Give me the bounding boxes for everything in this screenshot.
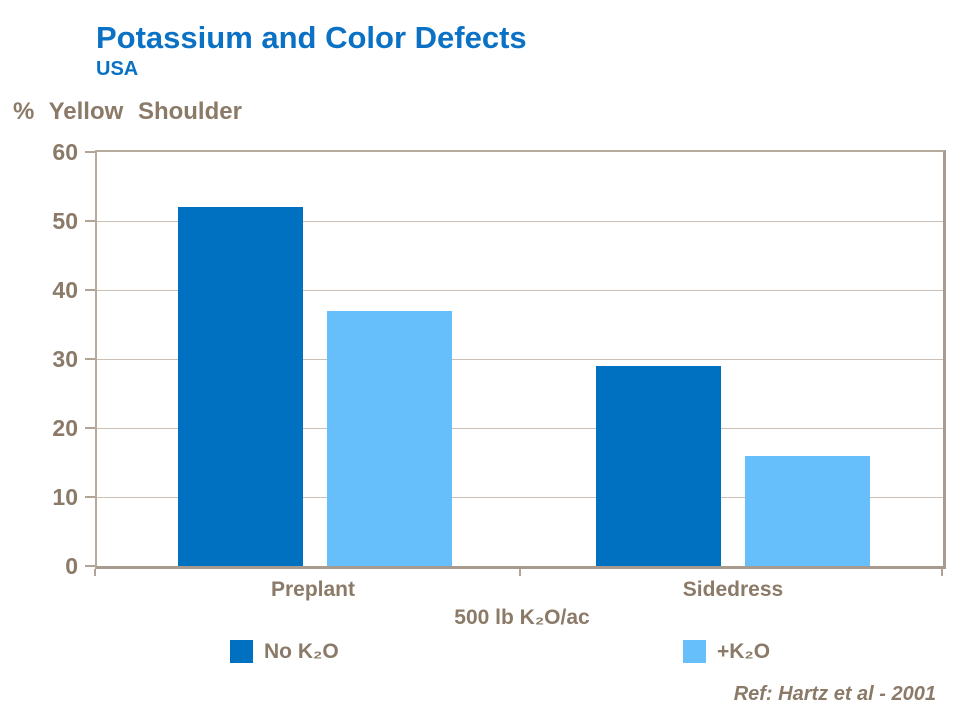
gridline — [97, 428, 943, 429]
x-axis-tick — [94, 569, 96, 576]
y-axis-tick-label: 40 — [52, 277, 78, 303]
category-label-preplant: Preplant — [270, 578, 356, 601]
page-title: Potassium and Color Defects — [96, 20, 527, 55]
y-axis-tick-label: 10 — [52, 484, 78, 510]
bar-sidedress-k2o — [745, 456, 870, 566]
reference-citation: Ref: Hartz et al - 2001 — [733, 683, 936, 705]
page-subtitle: USA — [96, 58, 139, 80]
y-axis-title: % Yellow Shoulder — [13, 98, 242, 125]
plot-area — [95, 150, 946, 569]
y-axis-tick-label: 0 — [65, 553, 78, 579]
y-axis-tick — [85, 496, 95, 498]
y-axis-tick — [85, 151, 95, 153]
legend-item-plus-k2o: +K₂O — [683, 639, 770, 664]
y-axis-tick-label: 30 — [52, 346, 78, 372]
y-axis-tick — [85, 289, 95, 291]
legend-label-no-k2o: No K₂O — [264, 639, 339, 663]
y-axis-tick-label: 60 — [52, 139, 78, 165]
legend-swatch-plus-k2o — [683, 640, 706, 663]
y-axis-tick — [85, 358, 95, 360]
x-axis-tick — [941, 569, 943, 576]
bar-sidedress-no-k2o — [596, 366, 721, 566]
legend-swatch-no-k2o — [230, 640, 253, 663]
y-axis-tick — [85, 427, 95, 429]
y-axis-tick — [85, 565, 95, 567]
gridline — [97, 290, 943, 291]
y-axis-tick-label: 50 — [52, 208, 78, 234]
category-label-sidedress: Sidedress — [682, 578, 784, 601]
gridline — [97, 359, 943, 360]
y-axis-tick — [85, 220, 95, 222]
gridline — [97, 221, 943, 222]
bar-preplant-k2o — [327, 311, 452, 566]
y-axis-tick-label: 20 — [52, 415, 78, 441]
bar-preplant-no-k2o — [178, 207, 303, 566]
gridline — [97, 497, 943, 498]
x-axis-label: 500 lb K₂O/ac — [454, 606, 590, 629]
x-axis-tick — [519, 569, 521, 576]
legend-label-plus-k2o: +K₂O — [717, 639, 771, 663]
legend-item-no-k2o: No K₂O — [230, 639, 339, 664]
